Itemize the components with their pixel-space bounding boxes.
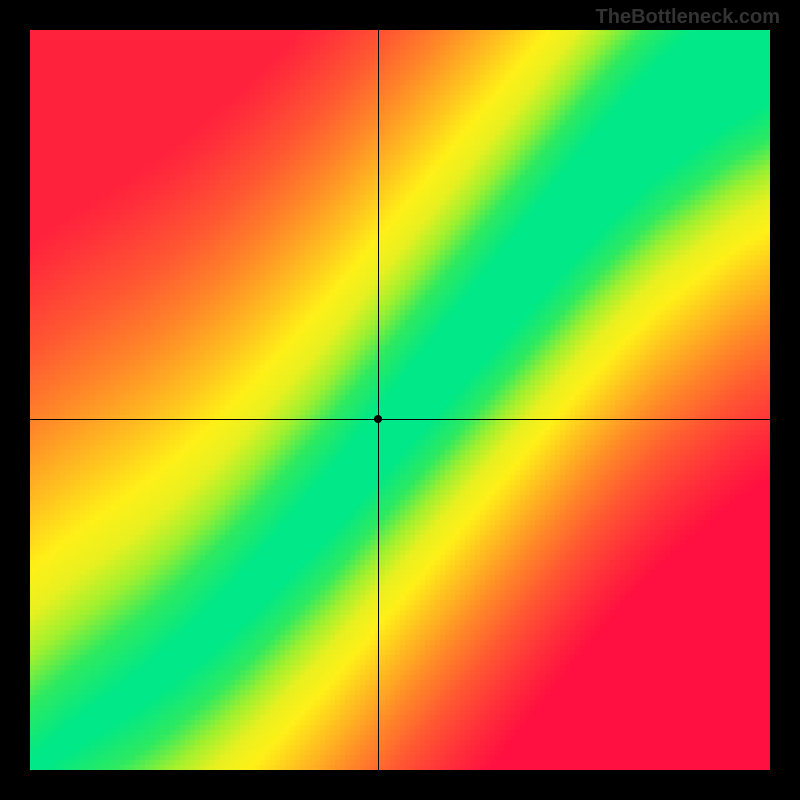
heatmap-canvas (30, 30, 770, 770)
crosshair-horizontal (30, 419, 770, 420)
crosshair-marker (374, 415, 382, 423)
bottleneck-heatmap-chart (30, 30, 770, 770)
crosshair-vertical (378, 30, 379, 770)
watermark-text: TheBottleneck.com (596, 6, 780, 29)
